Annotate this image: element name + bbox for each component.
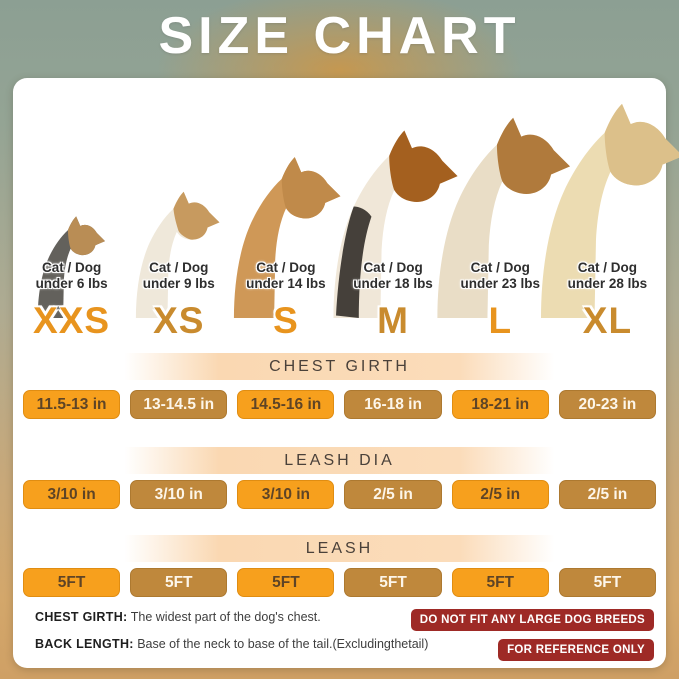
- size-letters-row: XXS XS S M L XL: [13, 300, 666, 342]
- weight-limit: under 9 lbs: [142, 276, 215, 291]
- dog-illustration-beagle-icon: [333, 130, 458, 318]
- chest-girth-value: 16-18 in: [344, 390, 442, 419]
- note-label: CHEST GIRTH:: [35, 610, 128, 624]
- dog-illustration-yorkshire-terrier-icon: [37, 216, 105, 318]
- badge-no-large-breeds: DO NOT FIT ANY LARGE DOG BREEDS: [410, 609, 654, 631]
- dog-illustrations-row: [13, 88, 679, 318]
- footnotes: CHEST GIRTH: The widest part of the dog'…: [35, 610, 428, 664]
- chart-card: Cat / Dog under 6 lbs Cat / Dog under 9 lb…: [13, 78, 679, 668]
- note-label: BACK LENGTH:: [35, 637, 134, 651]
- chest-girth-row: 11.5-13 in 13-14.5 in 14.5-16 in 16-18 i…: [13, 390, 666, 419]
- leash-length-value: 5FT: [130, 568, 228, 597]
- leash-length-value: 5FT: [344, 568, 442, 597]
- section-header-chest-girth: CHEST GIRTH: [124, 353, 555, 380]
- weight-limit: under 18 lbs: [353, 276, 433, 291]
- size-letter-xs: XS: [153, 300, 205, 341]
- size-letter-xl: XL: [582, 300, 633, 341]
- pet-type: Cat / Dog: [41, 260, 102, 275]
- pet-type: Cat / Dog: [256, 260, 316, 275]
- section-header-leash: LEASH: [124, 535, 555, 562]
- leash-length-value: 5FT: [237, 568, 335, 597]
- chest-girth-value: 18-21 in: [451, 390, 549, 419]
- leash-dia-value: 3/10 in: [237, 480, 335, 509]
- leash-length-value: 5FT: [558, 568, 656, 597]
- pet-type: Cat / Dog: [149, 260, 209, 275]
- leash-dia-value: 3/10 in: [23, 480, 121, 509]
- leash-length-row: 5FT 5FT 5FT 5FT 5FT 5FT: [13, 568, 666, 597]
- weight-limit: under 14 lbs: [246, 276, 326, 291]
- leash-dia-value: 2/5 in: [558, 480, 656, 509]
- chest-girth-value: 20-23 in: [558, 390, 656, 419]
- chest-girth-value: 13-14.5 in: [130, 390, 228, 419]
- leash-length-value: 5FT: [23, 568, 121, 597]
- leash-dia-value: 3/10 in: [130, 480, 228, 509]
- warning-badges: DO NOT FIT ANY LARGE DOG BREEDS FOR REFE…: [410, 609, 654, 661]
- leash-dia-value: 2/5 in: [344, 480, 442, 509]
- weight-label: Cat / Dog under 18 lbs: [344, 260, 441, 292]
- section-header-leash-dia: LEASH DIA: [124, 447, 555, 474]
- size-letter-xxs: XXS: [33, 300, 111, 341]
- dog-illustration-jack-russell-terrier-icon: [136, 191, 220, 318]
- leash-dia-row: 3/10 in 3/10 in 3/10 in 2/5 in 2/5 in 2/…: [13, 480, 666, 509]
- pet-type: Cat / Dog: [470, 260, 530, 275]
- size-letter-m: M: [377, 300, 409, 341]
- weight-label: Cat / Dog under 23 lbs: [452, 260, 549, 292]
- dog-illustration-french-bulldog-icon: [233, 157, 341, 318]
- dog-illustration-labrador-retriever-icon: [541, 103, 679, 318]
- leash-dia-value: 2/5 in: [451, 480, 549, 509]
- note-back-length: BACK LENGTH: Base of the neck to base of…: [35, 637, 428, 651]
- weight-label: Cat / Dog under 9 lbs: [130, 260, 227, 292]
- size-letter-l: L: [488, 300, 513, 341]
- weight-limit: under 6 lbs: [35, 276, 108, 291]
- leash-length-value: 5FT: [451, 568, 549, 597]
- badge-for-reference-only: FOR REFERENCE ONLY: [498, 639, 654, 661]
- note-text: Base of the neck to base of the tail.(Ex…: [137, 637, 429, 651]
- weight-limit: under 28 lbs: [567, 276, 648, 291]
- weight-label: Cat / Dog under 14 lbs: [237, 260, 334, 292]
- weight-label: Cat / Dog under 6 lbs: [23, 260, 120, 292]
- size-letter-s: S: [273, 300, 299, 341]
- weight-label: Cat / Dog under 28 lbs: [559, 260, 656, 292]
- pet-type: Cat / Dog: [577, 260, 638, 275]
- page-title: SIZE CHART: [158, 7, 521, 65]
- note-chest-girth: CHEST GIRTH: The widest part of the dog'…: [35, 610, 428, 624]
- chest-girth-value: 14.5-16 in: [237, 390, 335, 419]
- note-text: The widest part of the dog's chest.: [130, 610, 321, 624]
- weight-labels-row: Cat / Dog under 6 lbs Cat / Dog under 9 lb…: [13, 260, 666, 292]
- chest-girth-value: 11.5-13 in: [23, 390, 121, 419]
- dog-illustration-hound-icon: [437, 117, 571, 318]
- pet-type: Cat / Dog: [363, 260, 423, 275]
- weight-limit: under 23 lbs: [460, 276, 540, 291]
